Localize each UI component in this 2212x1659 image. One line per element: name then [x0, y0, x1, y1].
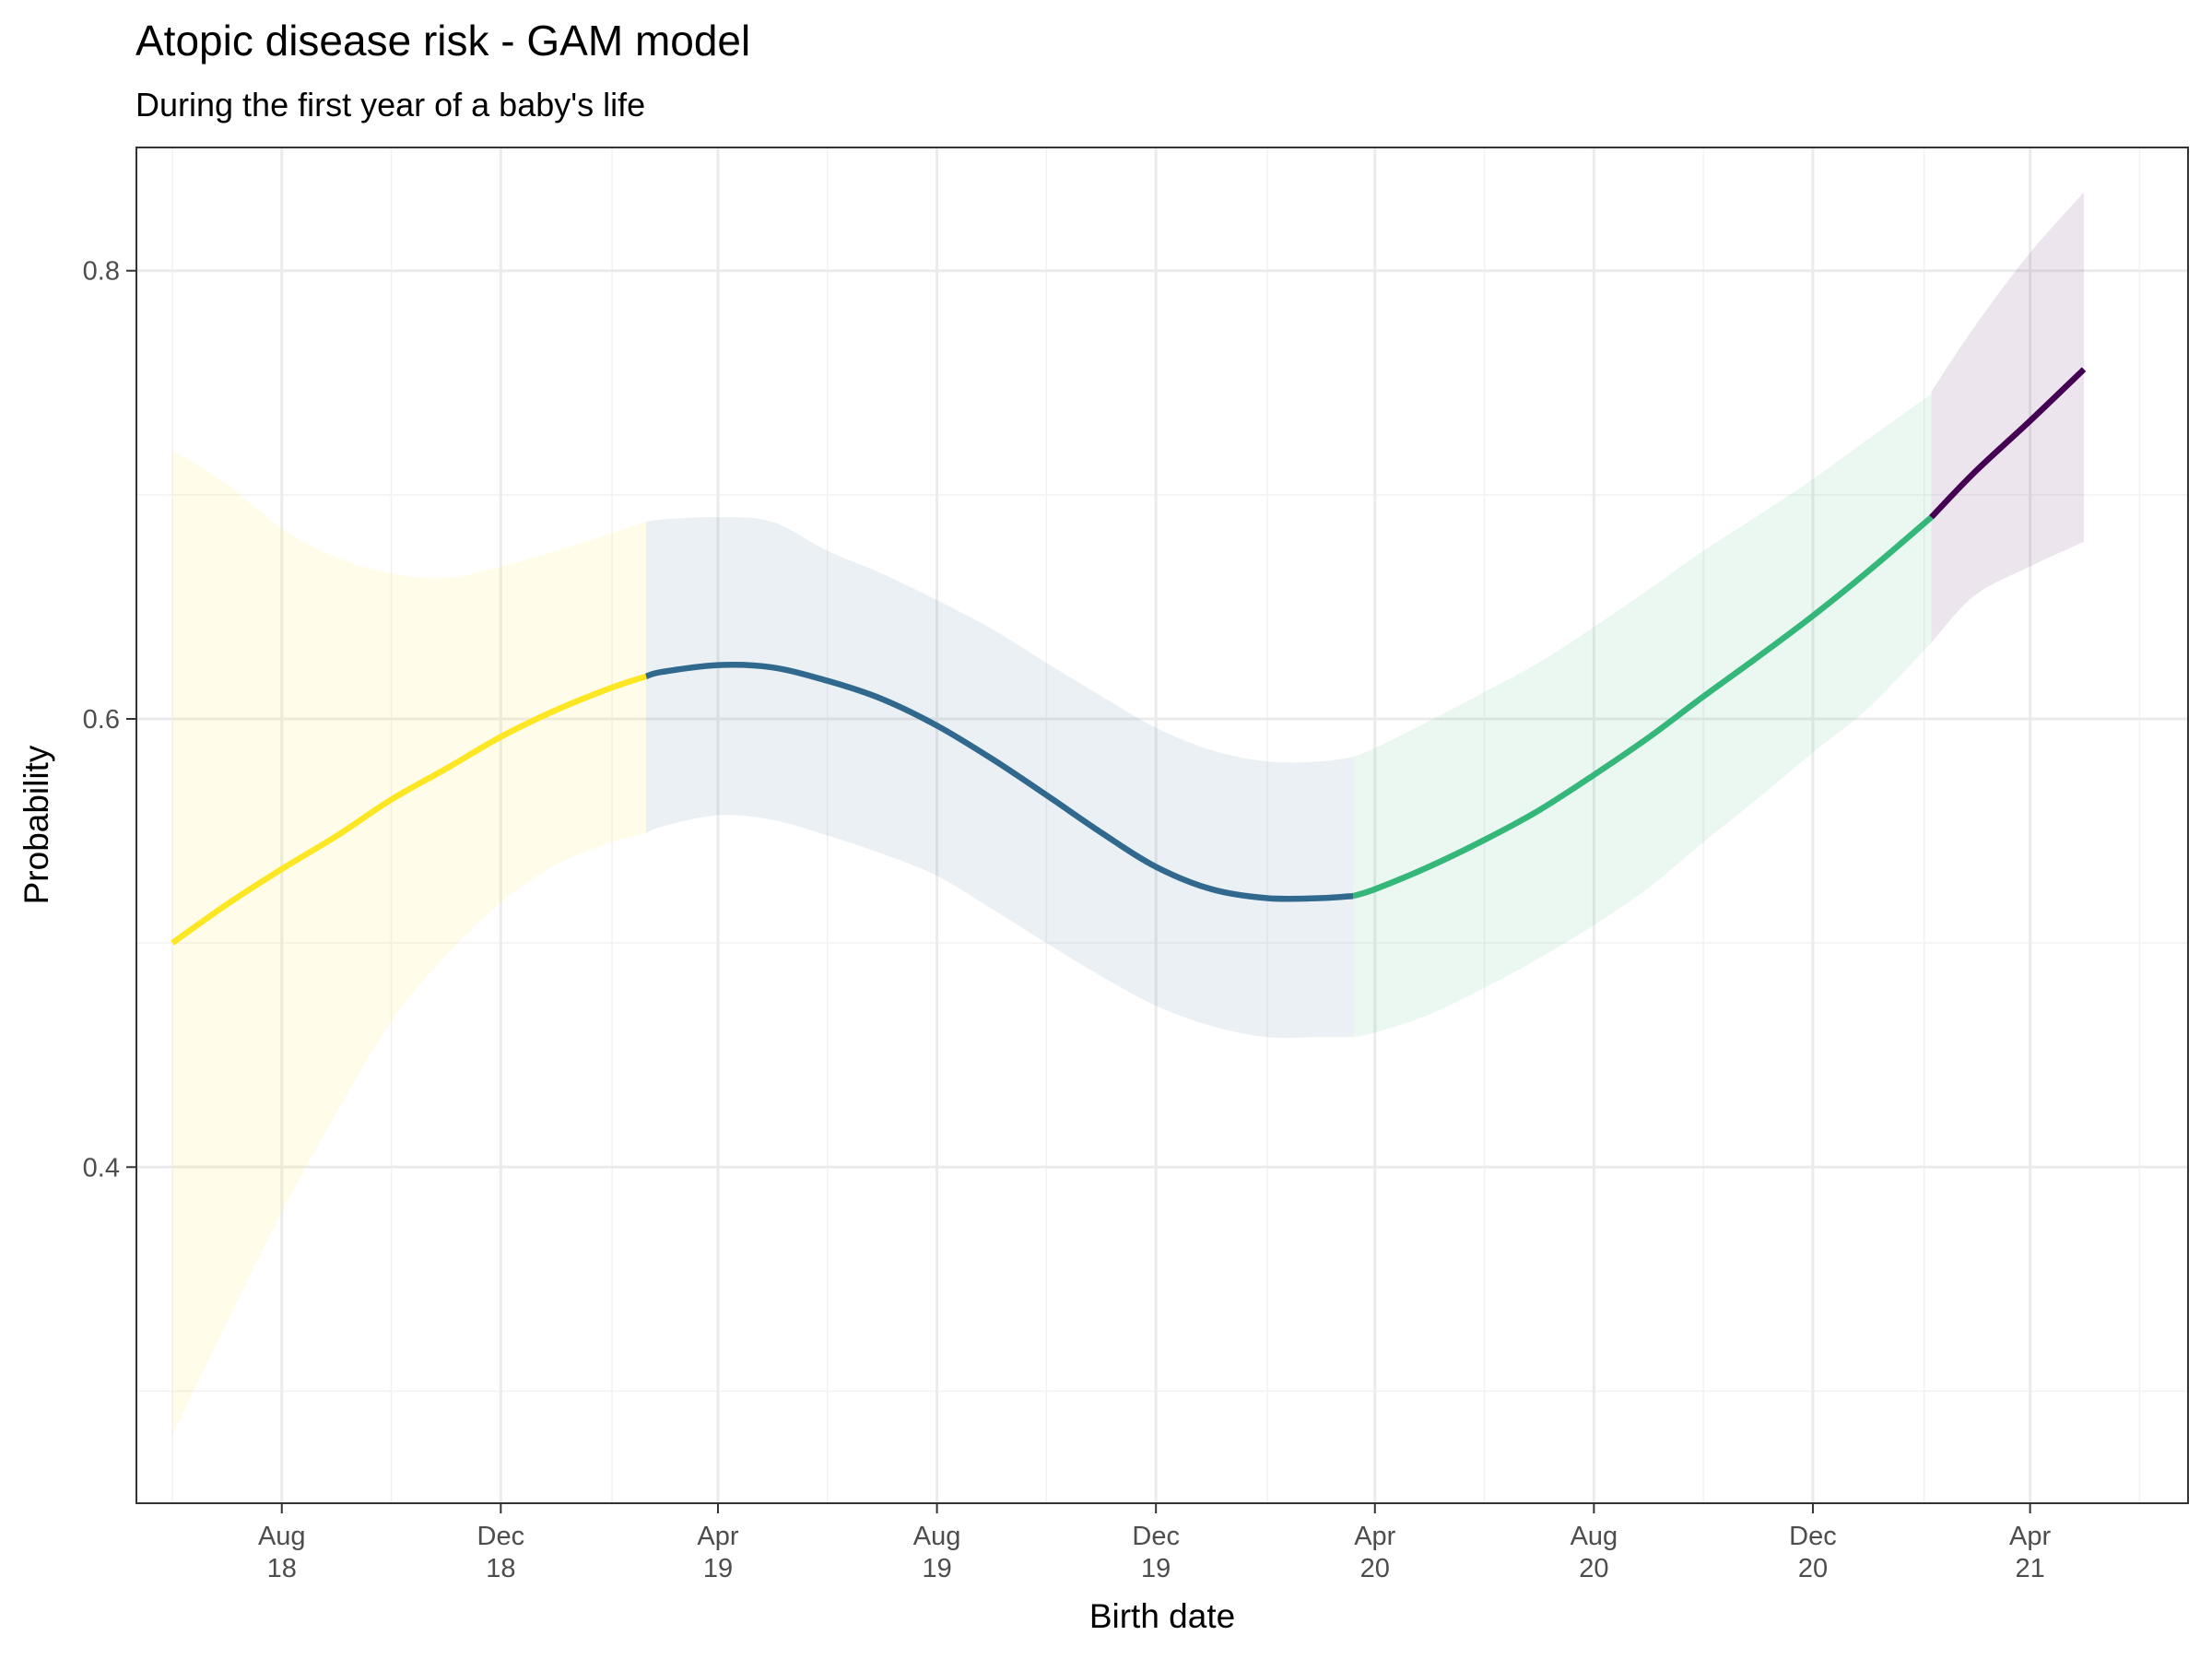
x-tick-label-line: 21: [2015, 1554, 2044, 1583]
x-tick-label-line: 20: [1798, 1554, 1828, 1583]
x-tick-label: Dec 19: [1132, 1522, 1180, 1583]
x-tick-label-line: 19: [703, 1554, 733, 1583]
confidence-bands: [171, 192, 2085, 1437]
x-tick-label-line: 18: [267, 1554, 297, 1583]
x-tick-label-line: Aug: [258, 1522, 306, 1551]
x-tick-label-line: Aug: [913, 1522, 961, 1551]
minor-grid: [136, 147, 2188, 1503]
x-tick-label: Apr 21: [2009, 1522, 2051, 1583]
y-tick-label: 0.4: [83, 1153, 120, 1182]
x-tick-label-line: 18: [486, 1554, 515, 1583]
confidence-band-4: [1931, 192, 2085, 643]
x-tick-label-line: 20: [1579, 1554, 1608, 1583]
confidence-band-1: [171, 450, 647, 1437]
y-axis: 0.4 0.6 0.8: [83, 257, 136, 1182]
x-tick-label: Apr 19: [697, 1522, 738, 1583]
fitted-line-3: [1352, 514, 1934, 900]
y-tick-label: 0.8: [83, 257, 120, 287]
x-tick-label-line: Aug: [1571, 1522, 1618, 1551]
x-tick-label: Apr 20: [1354, 1522, 1395, 1583]
y-tick-label: 0.6: [83, 705, 120, 735]
x-tick-label-line: 19: [1141, 1554, 1171, 1583]
x-tick-label: Aug 18: [258, 1522, 306, 1583]
x-axis-title: Birth date: [1089, 1597, 1235, 1635]
x-tick-label-line: 19: [922, 1554, 951, 1583]
x-tick-label-line: Dec: [1132, 1522, 1180, 1551]
x-tick-label-line: 20: [1360, 1554, 1390, 1583]
confidence-band-3: [1353, 394, 1932, 1038]
plot-border: [135, 147, 2189, 1504]
x-tick-label-line: Apr: [2009, 1522, 2051, 1551]
x-axis: Aug 18 Dec 18 Apr 19 Aug 19 Dec 19 Apr 20 Aug 20 Dec 20…: [258, 1503, 2052, 1583]
fitted-line-2: [645, 662, 1354, 902]
fitted-line-4: [1929, 367, 2087, 520]
fitted-line-1: [171, 673, 648, 946]
x-tick-label-line: Dec: [1789, 1522, 1837, 1551]
y-axis-title: Probability: [18, 745, 55, 904]
x-tick-label: Dec 20: [1789, 1522, 1837, 1583]
major-grid: [136, 147, 2188, 1503]
x-tick-label: Aug 19: [913, 1522, 961, 1583]
fitted-lines: [171, 367, 2087, 946]
x-tick-label-line: Apr: [697, 1522, 738, 1551]
x-tick-label-line: Apr: [1354, 1522, 1395, 1551]
x-tick-label-line: Dec: [477, 1522, 525, 1551]
plot-panel: [136, 147, 2188, 1503]
x-tick-label: Aug 20: [1571, 1522, 1618, 1583]
confidence-band-2: [646, 517, 1354, 1039]
chart-title: Atopic disease risk - GAM model: [135, 17, 750, 65]
chart-subtitle: During the first year of a baby's life: [135, 86, 645, 124]
x-tick-label: Dec 18: [477, 1522, 525, 1583]
